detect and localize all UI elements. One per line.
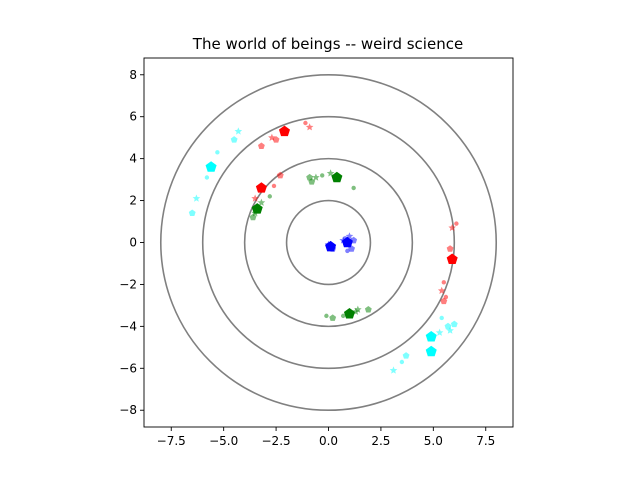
leader-pentagon-marker	[331, 171, 343, 183]
leader-pentagon-marker	[325, 240, 337, 252]
leader-pentagon-marker	[341, 236, 353, 248]
x-tick-label: −2.5	[262, 434, 291, 448]
follower-pentagon-marker	[450, 320, 458, 328]
follower-dot-marker	[303, 120, 308, 126]
follower-pentagon-marker	[446, 245, 454, 252]
follower-dot-marker	[443, 294, 449, 300]
ring-group	[159, 73, 498, 412]
leader-pentagon-marker	[255, 182, 267, 193]
y-tick-label: −4	[119, 319, 137, 333]
chart-title: The world of beings -- weird science	[192, 35, 463, 53]
y-tick-label: 0	[129, 236, 137, 250]
follower-star-marker	[305, 123, 314, 131]
leader-pentagon-marker	[278, 125, 290, 137]
x-tick-label: −5.0	[209, 434, 238, 448]
y-tick-label: 2	[129, 194, 137, 208]
follower-pentagon-marker	[257, 142, 265, 149]
follower-pentagon-marker	[188, 209, 196, 217]
leader-pentagon-marker	[425, 345, 437, 357]
follower-star-marker	[326, 169, 335, 177]
follower-star-marker	[448, 223, 456, 232]
follower-pentagon-marker	[329, 314, 337, 321]
follower-star-marker	[192, 194, 201, 202]
follower-dot-marker	[271, 183, 277, 189]
follower-star-marker	[446, 326, 454, 334]
follower-dot-marker	[351, 185, 356, 191]
follower-star-marker	[251, 194, 259, 202]
ring-8	[159, 73, 498, 412]
x-tick-label: 2.5	[371, 434, 390, 448]
leader-pentagon-marker	[251, 203, 263, 214]
ring-2	[285, 199, 372, 286]
follower-dot-marker	[439, 315, 444, 321]
follower-dot-marker	[441, 280, 447, 285]
follower-dot-marker	[399, 359, 405, 365]
x-tick-label: −7.5	[157, 434, 186, 448]
follower-dot-marker	[345, 248, 350, 254]
y-tick-label: −2	[119, 277, 137, 291]
follower-dot-marker	[454, 221, 459, 226]
x-tick-label: 5.0	[424, 434, 443, 448]
leader-pentagon-marker	[446, 253, 458, 264]
leader-pentagon-marker	[425, 331, 437, 342]
y-tick-label: −6	[119, 361, 137, 375]
follower-pentagon-marker	[306, 173, 314, 181]
y-tick-label: 6	[129, 110, 137, 124]
follower-star-marker	[437, 286, 446, 294]
y-tick-label: −8	[119, 403, 137, 417]
leader-pentagon-marker	[343, 307, 355, 319]
x-tick-label: 0.0	[319, 434, 338, 448]
follower-star-marker	[312, 173, 320, 181]
ring-6	[201, 115, 456, 370]
follower-dot-marker	[324, 313, 329, 319]
follower-dot-marker	[215, 150, 220, 155]
follower-dot-marker	[267, 194, 272, 199]
ring-4	[243, 157, 414, 328]
follower-pentagon-marker	[440, 297, 448, 305]
follower-dot-marker	[204, 175, 210, 180]
x-tick-label: 7.5	[476, 434, 495, 448]
axes-group: −7.5 −5.0 −2.5 0.0 2.5 5.0 7.5 −8 −6 −4 −2 0 2 4 6 8	[119, 57, 514, 448]
follower-dot-marker	[320, 173, 325, 178]
follower-pentagon-marker	[272, 136, 280, 143]
leader-pentagon-marker	[205, 161, 217, 172]
follower-pentagon-marker	[276, 171, 284, 179]
follower-dot-marker	[340, 313, 346, 319]
follower-pentagon-marker	[402, 352, 410, 359]
follower-star-marker	[257, 198, 266, 206]
y-tick-label: 4	[129, 152, 137, 166]
points-group	[188, 120, 459, 374]
follower-star-marker	[389, 366, 398, 374]
follower-pentagon-marker	[249, 213, 257, 221]
y-tick-label: 8	[129, 68, 137, 82]
follower-star-marker	[234, 127, 243, 135]
follower-pentagon-marker	[444, 322, 452, 330]
follower-pentagon-marker	[364, 305, 372, 313]
follower-pentagon-marker	[230, 136, 238, 143]
follower-star-marker	[435, 328, 444, 336]
